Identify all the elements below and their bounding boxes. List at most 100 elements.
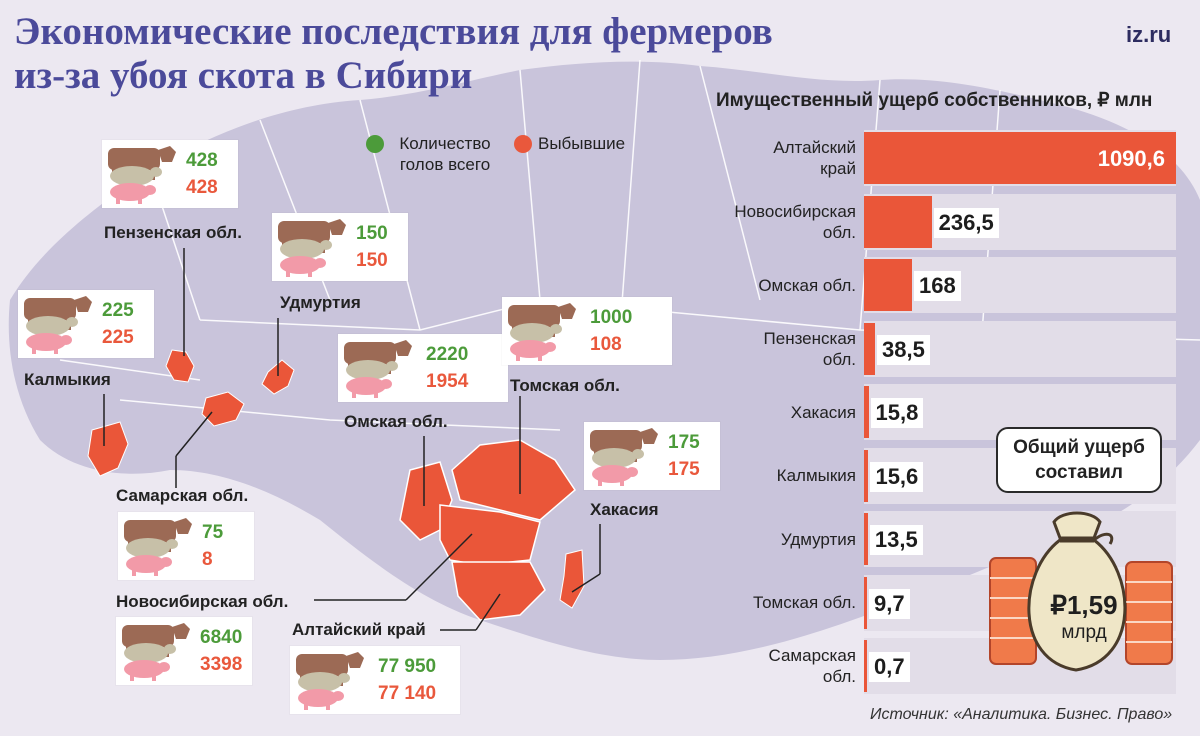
bar-row: Пензенская обл. 38,5 — [742, 320, 1176, 377]
kalmykia-region — [87, 421, 129, 477]
livestock-icon — [590, 428, 658, 486]
sheep-icon — [26, 316, 78, 336]
stat-box-kalmykia: 225 225 — [18, 290, 154, 358]
region-label-samara: Самарская обл. — [116, 486, 249, 505]
legend-dot-total — [366, 135, 384, 153]
bar-row: Новосибирская обл. 236,5 — [734, 193, 1176, 250]
bar — [864, 449, 869, 502]
bar-label: Новосибирская обл. — [734, 201, 856, 242]
bar-label: Самарская обл. — [768, 646, 857, 686]
sheep-icon — [592, 448, 644, 468]
bar-value-label: 13,5 — [869, 525, 923, 555]
legend-dot-lost — [514, 135, 532, 153]
bar-label: Алтайский край — [773, 138, 856, 178]
stat-box-udmurtia: 150 150 — [272, 213, 408, 281]
stat-lost: 150 — [356, 250, 388, 271]
stat-lost: 77 140 — [378, 683, 437, 704]
stat-lost: 175 — [668, 459, 700, 480]
pig-icon — [592, 465, 638, 486]
money-bag-icon — [989, 511, 1173, 672]
bar-label: Омская обл. — [758, 275, 856, 295]
livestock-icon — [508, 303, 576, 361]
bar-value-label: 9,7 — [869, 588, 910, 619]
bar — [864, 386, 869, 438]
pig-icon — [346, 377, 392, 398]
pig-icon — [126, 555, 172, 576]
bar-value-label: 236,5 — [933, 207, 999, 238]
pig-icon — [26, 333, 72, 354]
bar — [864, 195, 932, 248]
stat-box-omsk: 2220 1954 — [338, 334, 508, 402]
stat-total: 1000 — [590, 307, 633, 328]
stat-total: 428 — [186, 150, 218, 171]
samara-region — [201, 391, 245, 427]
legend-label-lost: Выбывшие — [538, 134, 626, 153]
sheep-icon — [298, 672, 350, 692]
stat-box-novosibirsk: 6840 3398 — [116, 617, 252, 685]
page-title: Экономические последствия для фермеров и… — [14, 10, 773, 98]
livestock-icon — [124, 518, 192, 576]
bar-row: Омская обл. 168 — [742, 257, 1176, 313]
sheep-icon — [510, 323, 562, 343]
region-label-omsk: Омская обл. — [344, 412, 448, 431]
legend-item-total: Количество голов всего — [366, 133, 500, 175]
altai-region — [451, 561, 546, 621]
bar — [864, 259, 913, 311]
bar-row: Удмуртия 13,5 — [742, 511, 1176, 567]
bar — [864, 640, 867, 692]
stat-box-khakassia: 175 175 — [584, 422, 720, 490]
stat-lost: 108 — [590, 334, 622, 355]
legend: Количество голов всего Выбывшие — [366, 133, 625, 175]
bar-value-label: 0,7 — [869, 652, 910, 682]
total-damage-callout: Общий ущерб составил — [996, 427, 1162, 493]
region-label-penza: Пензенская обл. — [104, 223, 242, 242]
livestock-icon — [278, 219, 346, 277]
stat-total: 175 — [668, 432, 700, 453]
bar — [864, 576, 867, 629]
stat-total: 2220 — [426, 344, 469, 365]
stat-box-tomsk: 1000 108 — [502, 297, 672, 365]
leader-lines — [103, 248, 601, 631]
stat-total: 225 — [102, 300, 134, 321]
stat-total: 6840 — [200, 627, 243, 648]
legend-item-lost: Выбывшие — [514, 133, 625, 175]
stat-total: 77 950 — [378, 656, 437, 677]
legend-label-total: Количество голов всего — [399, 134, 491, 174]
bar — [864, 322, 875, 375]
livestock-icon — [344, 340, 412, 398]
sheep-icon — [124, 643, 176, 663]
stat-lost: 428 — [186, 177, 218, 198]
cow-icon — [122, 623, 190, 657]
region-label-khakassia: Хакасия — [590, 500, 659, 519]
bar-value-label: 15,8 — [870, 398, 924, 428]
sheep-icon — [126, 538, 178, 558]
stat-lost: 1954 — [426, 371, 469, 392]
title-line-1: Экономические последствия для фермеров — [14, 10, 773, 53]
stat-box-penza: 428 428 — [102, 140, 238, 208]
pig-icon — [510, 340, 556, 361]
logo: iz.ru — [1126, 22, 1172, 47]
stat-box-altai: 77 950 77 140 — [290, 646, 460, 714]
bar-value-label: 1090,6 — [1097, 146, 1165, 171]
stat-lost: 8 — [202, 549, 213, 570]
bar — [864, 513, 868, 565]
livestock-icon — [122, 623, 190, 681]
total-damage-amount: ₽1,59 — [1050, 590, 1118, 620]
bar-value-label: 15,6 — [870, 461, 924, 492]
udmurtia-region — [261, 359, 295, 395]
total-damage-unit: млрд — [1061, 622, 1107, 643]
stat-total: 150 — [356, 223, 388, 244]
region-label-novosibirsk: Новосибирская обл. — [116, 592, 289, 611]
sheep-icon — [346, 360, 398, 380]
stat-lost: 225 — [102, 327, 134, 348]
source-note: Источник: «Аналитика. Бизнес. Право» — [870, 706, 1173, 723]
sheep-icon — [110, 166, 162, 186]
penza-region — [165, 349, 195, 383]
region-label-altai: Алтайский край — [292, 620, 426, 639]
region-label-udmurtia: Удмуртия — [280, 293, 361, 312]
livestock-icon — [108, 146, 176, 204]
pig-icon — [280, 256, 326, 277]
livestock-icon — [24, 296, 92, 354]
pig-icon — [110, 183, 156, 204]
title-line-2: из-за убоя скота в Сибири — [14, 54, 473, 97]
